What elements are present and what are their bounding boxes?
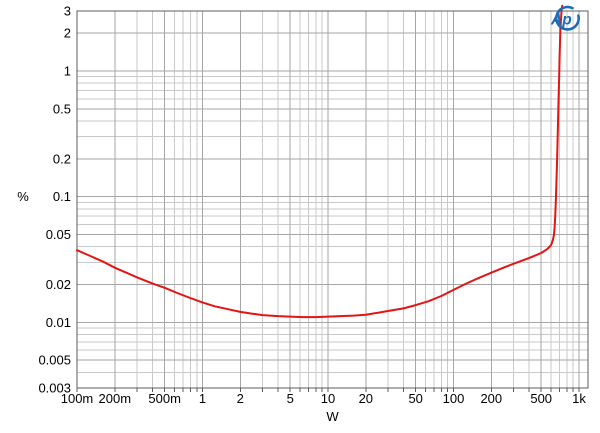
svg-text:0.02: 0.02 [46,277,71,292]
svg-text:10: 10 [321,391,335,406]
svg-text:200: 200 [480,391,502,406]
svg-text:5: 5 [287,391,294,406]
svg-text:500: 500 [530,391,552,406]
grid-major [76,10,588,389]
svg-text:1k: 1k [572,391,586,406]
svg-text:0.2: 0.2 [53,151,71,166]
svg-text:0.003: 0.003 [38,381,71,396]
y-axis-tick-labels: 3 2 1 0.5 0.2 0.1 0.05 0.02 0.01 0.005 0.003 [38,4,71,396]
svg-text:50: 50 [408,391,422,406]
svg-text:0.5: 0.5 [53,101,71,116]
y-axis-unit-label: % [17,189,29,204]
grid-minor [77,11,588,388]
svg-text:500m: 500m [148,391,181,406]
svg-text:2: 2 [64,26,71,41]
svg-text:1: 1 [199,391,206,406]
x-axis-ticks [76,388,580,392]
plot-frame [76,10,589,389]
svg-text:2: 2 [237,391,244,406]
svg-text:0.1: 0.1 [53,189,71,204]
audio-precision-logo: Ap [546,4,586,35]
svg-text:0.005: 0.005 [38,353,71,368]
svg-text:0.01: 0.01 [46,315,71,330]
x-axis-tick-labels: 100m 200m 500m 1 2 5 10 20 50 100 200 500 1k [61,391,587,406]
distortion-curve [76,4,564,319]
svg-text:3: 3 [64,4,71,19]
svg-text:1: 1 [64,64,71,79]
svg-text:200m: 200m [99,391,132,406]
logo-text: Ap [550,12,572,29]
svg-text:20: 20 [359,391,373,406]
svg-text:0.05: 0.05 [46,227,71,242]
svg-text:100m: 100m [61,391,94,406]
logo-circle-swoosh [555,5,581,31]
svg-text:100: 100 [443,391,465,406]
x-axis-unit-label: W [326,409,339,424]
